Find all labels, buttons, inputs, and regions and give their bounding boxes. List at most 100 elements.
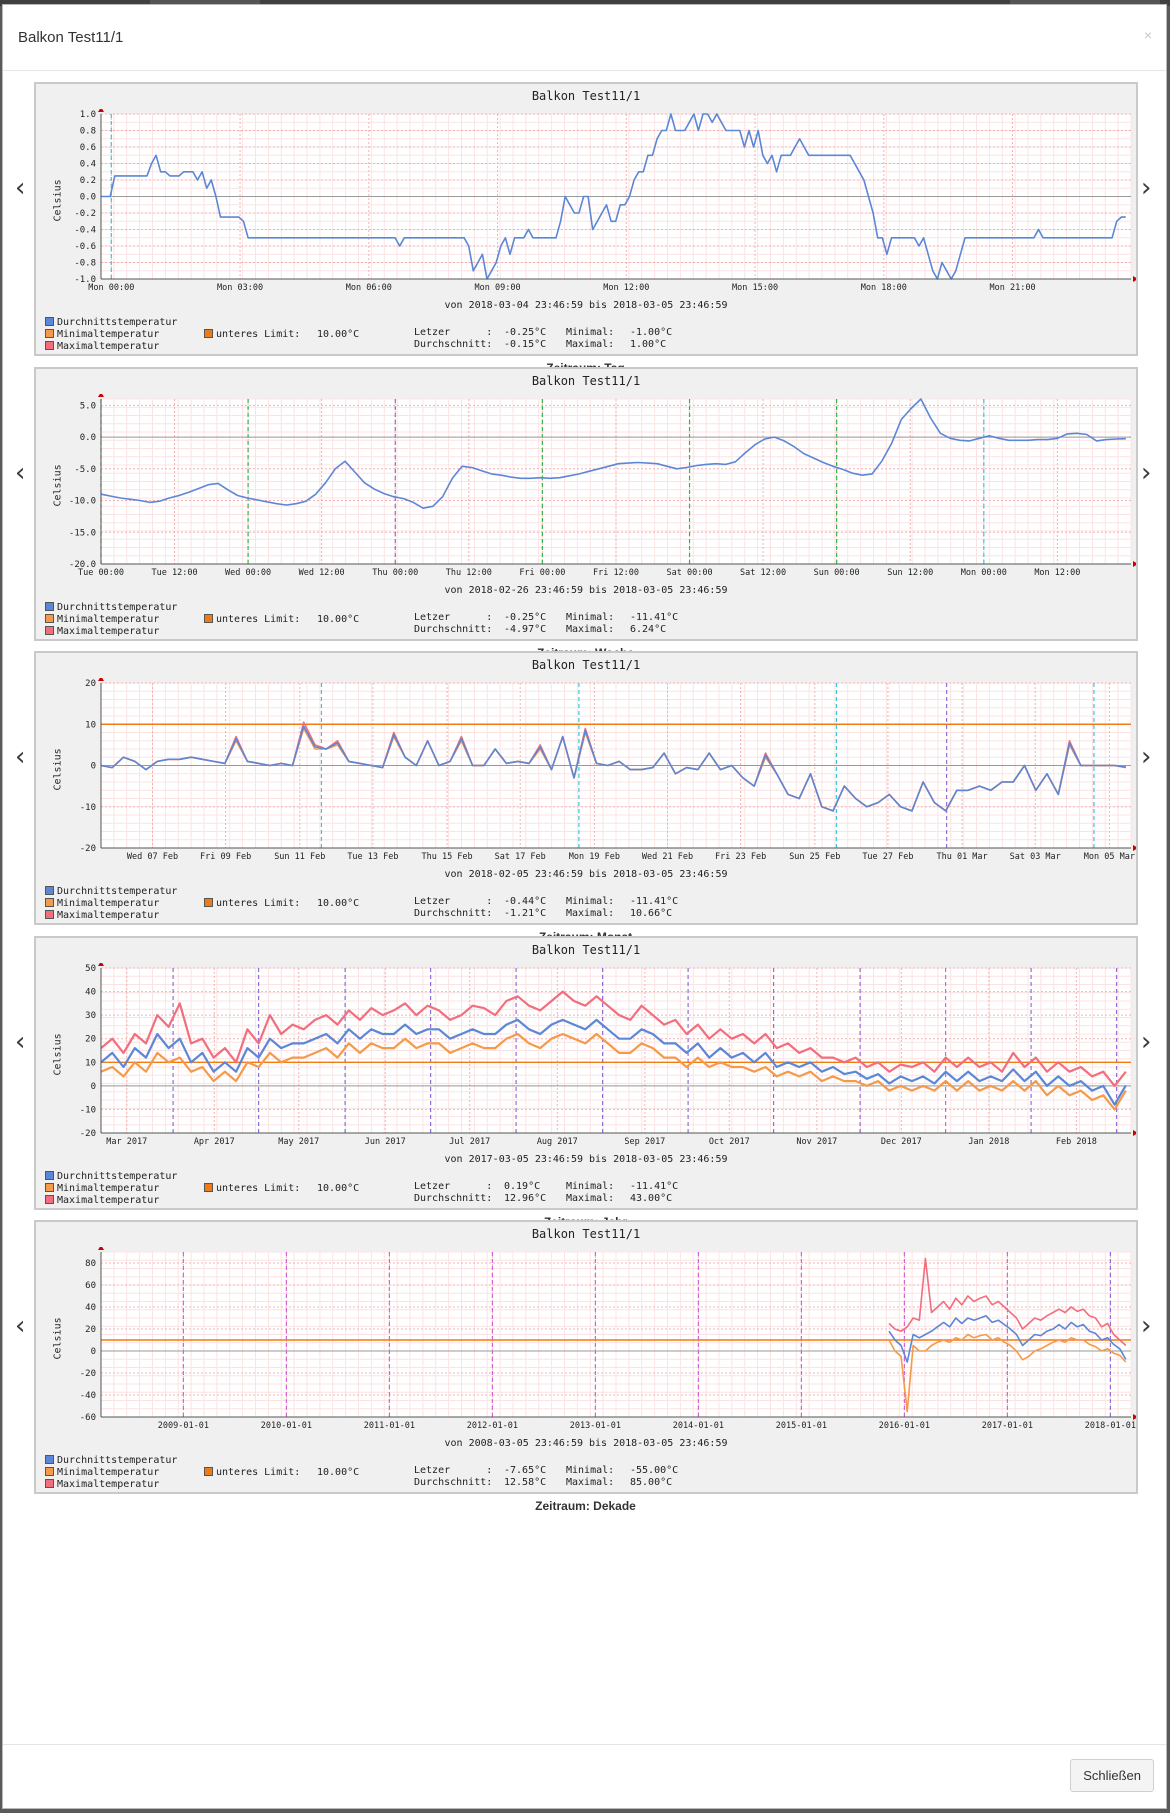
chevron-left-icon[interactable]: ‹ [15,173,26,203]
chevron-right-icon[interactable]: › [1141,173,1152,203]
x-tick-label: May 2017 [278,1137,319,1147]
y-axis-arrow [98,962,104,966]
graph-image: Balkon Test11/1 Celsius 1.0 0.8 0.6 0.4 0.2 0.0… [34,82,1138,356]
y-axis-arrow [98,1247,104,1250]
limit-value: 10.00°C [317,329,360,340]
close-icon[interactable]: × [1143,27,1152,43]
y-tick-label: 80 [85,1259,96,1269]
x-tick-label: Wed 07 Feb [127,852,178,862]
legend-label: Minimaltemperatur [57,898,160,909]
legend-label: Maximaltemperatur [57,1479,160,1490]
x-tick-label: 2012-01-01 [467,1421,518,1431]
legend-swatch [45,1479,54,1488]
y-tick-label: -60 [80,1413,96,1423]
graph-title: Balkon Test11/1 [531,1227,641,1241]
chevron-right-icon[interactable]: › [1141,1311,1152,1341]
y-tick-label: -15.0 [69,528,96,538]
legend-item-limit: unteres Limit: [204,1182,300,1194]
x-tick-label: Thu 01 Mar [936,852,987,862]
x-tick-label: Thu 12:00 [446,568,492,578]
x-tick-label: Feb 2018 [1056,1137,1097,1147]
legend-label: Maximaltemperatur [57,1194,160,1206]
modal-header: Balkon Test11/1 × [3,5,1166,71]
series-line-max [888,1257,1127,1347]
stat-value-durchschnitt: -1.21°C [504,908,547,919]
legend-item-min: Minimaltemperatur [45,898,159,909]
y-tick-label: -0.4 [74,226,96,236]
x-tick-label: Mon 03:00 [217,283,263,293]
chevron-left-icon[interactable]: ‹ [15,1026,26,1057]
x-tick-label: Apr 2017 [194,1137,235,1147]
x-axis-arrow [1133,276,1136,282]
x-tick-label: Wed 12:00 [299,568,345,578]
chart-svg: 20 10 0 -10 -20 Wed 07 Feb Fri 09 Feb Sun 11 Fe… [80,678,1136,862]
background-tab [150,0,260,6]
x-tick-label: Mon 15:00 [732,283,778,293]
background-tab [1010,0,1160,6]
x-tick-label: Sat 12:00 [740,568,786,578]
plot-area: 1.0 0.8 0.6 0.4 0.2 0.0 -0.2 -0.4 -0.6 -0.8 -1.0 Mo… [74,109,1136,293]
x-tick-label: 2011-01-01 [364,1421,415,1431]
legend-label: unteres Limit: [216,898,301,909]
time-range-label: von 2017-03-05 23:46:59 bis 2018-03-05 2… [444,1153,728,1165]
stat-label-durchschnitt: Durchschnitt: [414,623,493,635]
y-tick-label: -0.6 [74,242,96,252]
chevron-left-icon[interactable]: ‹ [15,742,26,772]
stat-label-durchschnitt: Durchschnitt: [414,1192,493,1204]
legend-label: Durchnittstemperatur [57,1170,178,1182]
x-tick-label: Fri 09 Feb [200,852,251,862]
y-tick-label: -10.0 [69,496,96,506]
chart-svg: 80 60 40 20 0 -20 -40 -60 2009-01-01 2010-01-01 20… [80,1247,1136,1431]
chevron-right-icon[interactable]: › [1141,742,1152,772]
x-tick-label: 2013-01-01 [570,1421,621,1431]
legend-swatch [45,1170,54,1180]
chevron-left-icon[interactable]: ‹ [15,457,26,488]
y-tick-label: -20 [80,844,96,854]
stat-label-durchschnitt: Durchschnitt: [414,1477,493,1488]
y-tick-label: 20 [85,679,96,689]
stat-label-maximal: Maximal: [566,1477,615,1488]
series-line-min [888,1333,1127,1413]
graph-section-dekade: ‹ › Balkon Test11/1 Celsius 80 60 40 20 0 -20 -40-… [3,1210,1168,1513]
legend-item-min: Minimaltemperatur [45,613,160,625]
chevron-left-icon[interactable]: ‹ [15,1311,26,1341]
stat-value-letzer: -0.25°C [504,327,547,338]
plot-area: 50 40 30 20 10 0 -10 -20 Mar 2017 Apr 2017 May 201… [80,962,1136,1147]
y-tick-label: 10 [85,1058,96,1068]
time-range-label: von 2018-03-04 23:46:59 bis 2018-03-05 2… [444,300,728,311]
chevron-right-icon[interactable]: › [1141,457,1152,488]
graph-section-monat: ‹ › Balkon Test11/1 Celsius 20 10 0 -10 -20 Wed 0… [3,641,1168,944]
stat-label-minimal: Minimal: [566,611,615,623]
stat-label-minimal: Minimal: [566,1465,615,1476]
stat-value-minimal: -11.41°C [630,611,679,623]
series-line-avg [101,113,1126,280]
legend-swatch [45,898,54,907]
stat-value-minimal: -11.41°C [630,1180,679,1192]
close-button[interactable]: Schließen [1070,1759,1154,1792]
limit-value: 10.00°C [317,1182,360,1194]
y-tick-label: 20 [85,1325,96,1335]
graph-image: Balkon Test11/1 Celsius 50 40 30 20 10 0 -10 -20 M… [34,935,1138,1210]
legend-label: Minimaltemperatur [57,613,160,625]
chevron-right-icon[interactable]: › [1141,1026,1152,1057]
x-tick-label: Tue 12:00 [152,568,198,578]
graph-title: Balkon Test11/1 [531,373,641,388]
x-tick-label: Fri 23 Feb [715,852,766,862]
x-tick-label: 2014-01-01 [673,1421,724,1431]
x-tick-label: Tue 00:00 [78,568,124,578]
stat-label-letzer: Letzer : [414,1465,493,1476]
y-tick-label: 10 [85,720,96,730]
x-tick-label: Wed 21 Feb [642,852,693,862]
y-tick-label: -10 [80,803,96,813]
x-tick-label: Sat 03 Mar [1010,852,1061,862]
legend-swatch [45,341,54,350]
limit-value: 10.00°C [317,898,360,909]
x-tick-label: 2017-01-01 [982,1421,1033,1431]
y-tick-label: 0.0 [80,193,96,203]
series-line-avg [100,1018,1127,1106]
x-tick-label: Tue 13 Feb [347,852,398,862]
plot-area: 5.0 0.0 -5.0 -10.0 -15.0 -20.0 Tue 00:00 Tue 12… [69,393,1136,578]
legend-label: Durchnittstemperatur [57,1455,178,1466]
graph-section-woche: ‹ › Balkon Test11/1 Celsius 5.0 0.0 -5.0 -10.0-… [3,357,1168,660]
legend-label: Maximaltemperatur [57,910,160,921]
